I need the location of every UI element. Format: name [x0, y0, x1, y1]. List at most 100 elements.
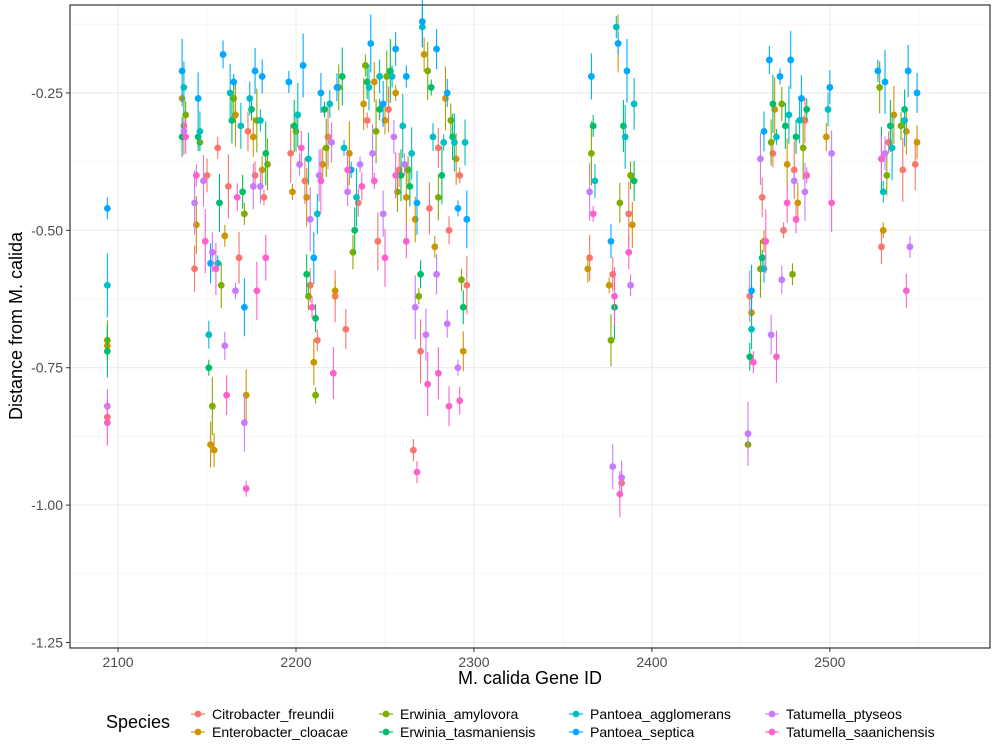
data-point [454, 204, 462, 212]
data-point [803, 106, 811, 113]
data-point [210, 446, 218, 454]
data-point [244, 128, 252, 135]
data-point [410, 446, 417, 454]
data-point [822, 133, 830, 141]
data-point [194, 95, 202, 102]
data-point [333, 84, 341, 91]
data-point [415, 292, 423, 300]
data-point [342, 325, 350, 333]
data-point [417, 270, 424, 278]
data-point [178, 67, 186, 75]
legend-key-point [382, 710, 390, 718]
data-point [440, 138, 448, 146]
data-point [289, 188, 296, 196]
legend-key-point [194, 710, 202, 718]
data-point [609, 463, 617, 471]
data-point [760, 265, 768, 273]
data-point [630, 177, 638, 185]
data-point [589, 210, 597, 218]
data-point [381, 117, 389, 124]
data-point [913, 138, 921, 146]
data-point [797, 95, 805, 102]
data-point [258, 73, 266, 80]
x-tick-label: 2500 [814, 654, 845, 670]
data-point [390, 133, 398, 141]
y-tick-label: -1.25 [31, 635, 63, 651]
y-tick-label: -0.25 [31, 85, 63, 101]
data-point [221, 232, 229, 240]
data-point [876, 84, 884, 91]
data-point [196, 128, 204, 135]
x-tick-label: 2300 [458, 654, 489, 670]
data-point [379, 100, 387, 108]
data-point [360, 100, 368, 108]
data-point [456, 171, 464, 179]
data-point [881, 78, 889, 86]
data-point [757, 155, 764, 163]
data-point [361, 62, 369, 69]
data-point [216, 199, 223, 207]
data-point [463, 281, 471, 289]
data-point [746, 353, 754, 361]
data-point [434, 144, 442, 152]
data-point [616, 490, 624, 498]
data-point [625, 210, 633, 218]
data-point [438, 171, 446, 179]
data-point [205, 331, 213, 339]
data-point [392, 89, 400, 97]
data-point [287, 149, 295, 157]
data-point [303, 270, 311, 278]
legend-item: Pantoea_agglomerans [569, 706, 731, 722]
x-tick-label: 2400 [636, 654, 667, 670]
data-point [897, 122, 905, 130]
data-point [406, 182, 414, 190]
data-point [767, 138, 775, 146]
data-point [249, 182, 257, 190]
data-point [888, 144, 896, 152]
data-point [353, 193, 360, 201]
data-point [586, 188, 594, 196]
data-point [879, 188, 887, 196]
data-point [401, 160, 408, 168]
data-point [242, 391, 250, 399]
data-point [883, 171, 891, 179]
data-point [340, 144, 348, 152]
data-point [262, 149, 270, 157]
data-point [217, 281, 225, 289]
data-point [881, 149, 889, 157]
data-point [778, 100, 786, 108]
data-point [239, 188, 247, 196]
data-point [785, 111, 793, 119]
data-point [628, 221, 636, 229]
data-point [258, 166, 266, 174]
data-point [321, 106, 328, 113]
data-point [305, 292, 312, 300]
data-point [191, 265, 198, 273]
data-point [369, 149, 376, 157]
data-point [237, 122, 245, 130]
series-tatumella-ptyseos [103, 119, 914, 495]
data-point [103, 347, 111, 355]
data-point [402, 237, 410, 245]
data-point [299, 62, 307, 69]
data-point [370, 78, 378, 86]
data-point [180, 84, 188, 91]
data-point [607, 237, 615, 245]
data-point [780, 226, 787, 234]
data-point [257, 117, 264, 124]
data-point [301, 177, 309, 185]
legend-key-point [768, 710, 776, 718]
data-point [794, 199, 802, 207]
data-point [796, 117, 803, 124]
data-point [411, 215, 419, 223]
data-point [586, 254, 594, 262]
legend-label: Erwinia_tasmaniensis [400, 724, 535, 740]
data-point [459, 303, 467, 311]
data-point [358, 182, 366, 190]
data-point [614, 40, 622, 47]
data-point [769, 149, 777, 157]
data-point [379, 210, 387, 218]
data-point [790, 177, 798, 185]
legend-label: Pantoea_septica [590, 724, 695, 740]
data-point [413, 468, 421, 476]
